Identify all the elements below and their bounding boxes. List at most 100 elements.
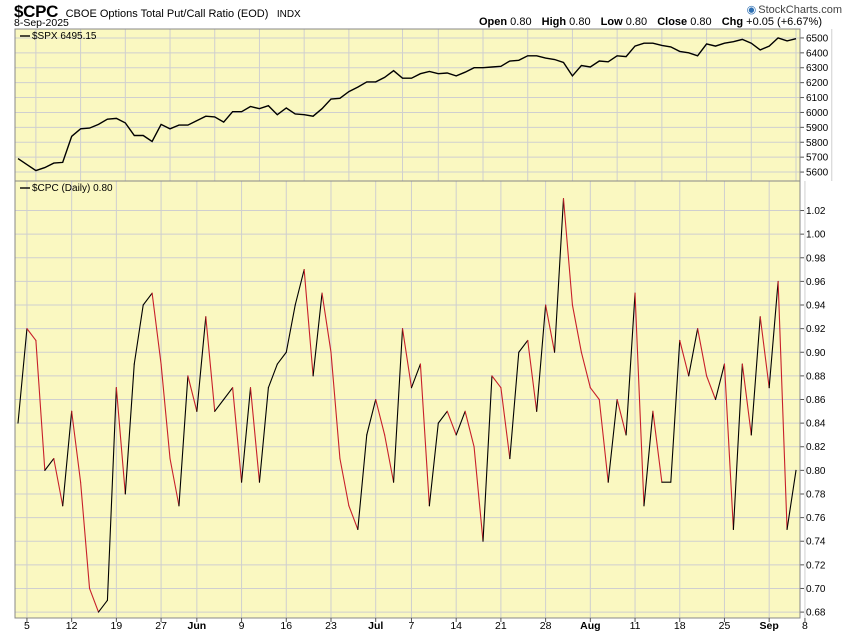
ticker-name: CBOE Options Total Put/Call Ratio (EOD) [65, 8, 269, 20]
cpc-segment [446, 410, 457, 436]
cpc-legend-label: $CPC (Daily) 0.80 [32, 183, 113, 194]
exchange-label: INDX [276, 9, 301, 20]
x-tick-label: Jul [368, 620, 383, 632]
cpc-segment [670, 339, 681, 483]
x-tick-label: 11 [630, 620, 641, 632]
cpc-segment [321, 292, 332, 353]
y-tick-label: 5700 [806, 153, 829, 164]
cpc-segment [786, 469, 797, 530]
cpc-segment [571, 304, 582, 353]
cpc-segment [223, 387, 234, 401]
ticker-symbol: $CPC [14, 2, 59, 21]
chg-label: Chg [721, 16, 744, 28]
plot-background-spx [15, 29, 800, 181]
cpc-segment [759, 316, 770, 389]
cpc-segment [419, 363, 430, 507]
cpc-segment [625, 292, 636, 436]
cpc-segment [330, 351, 341, 460]
cpc-segment [312, 292, 323, 377]
y-tick-label: 0.86 [806, 395, 826, 406]
cpc-segment [303, 269, 314, 377]
y-tick-label: 0.70 [806, 584, 826, 595]
cpc-segment [598, 398, 609, 483]
y-tick-label: 0.80 [806, 466, 826, 477]
y-tick-label: 0.98 [806, 253, 826, 264]
x-tick-label: Jun [188, 620, 207, 632]
cpc-segment [26, 328, 37, 341]
cpc-segment [44, 458, 55, 471]
x-tick-label: 16 [280, 620, 292, 632]
cpc-segment [366, 398, 377, 436]
y-tick-label: 0.92 [806, 324, 826, 335]
cpc-series [17, 198, 797, 613]
y-tick-label: 1.00 [806, 230, 826, 241]
cpc-segment [232, 387, 243, 483]
chart-title: $CPC CBOE Options Total Put/Call Ratio (… [14, 2, 301, 22]
cpc-segment [482, 375, 493, 542]
cpc-segment [750, 316, 761, 436]
y-tick-label: 6400 [806, 48, 829, 59]
cpc-segment [732, 363, 743, 530]
cpc-segment [169, 458, 180, 507]
x-tick-label: 23 [325, 620, 337, 632]
cpc-segment [17, 328, 28, 424]
cpc-segment [214, 398, 225, 412]
y-tick-label: 6000 [806, 108, 829, 119]
cpc-segment [151, 292, 162, 365]
cpc-segment [643, 410, 654, 507]
x-tick-label: 14 [450, 620, 462, 632]
cpc-segment [205, 316, 216, 412]
x-tick-label: 12 [66, 620, 78, 632]
x-tick-label: 18 [674, 620, 686, 632]
x-tick-label: 28 [540, 620, 552, 632]
cpc-panel-border [14, 180, 801, 619]
high-value: 0.80 [569, 16, 591, 28]
cpc-segment [455, 410, 466, 436]
cpc-segment [285, 304, 296, 353]
chg-value: +0.05 (+6.67%) [746, 16, 822, 28]
cpc-segment [241, 387, 252, 483]
low-value: 0.80 [625, 16, 648, 28]
y-tick-label: 0.76 [806, 513, 826, 524]
cpc-segment [401, 328, 413, 389]
cpc-segment [589, 387, 600, 401]
x-tick-label: Aug [580, 620, 600, 632]
cpc-segment [88, 587, 100, 613]
close-value: 0.80 [690, 16, 712, 28]
spx-series-line [17, 37, 797, 172]
y-tick-label: 1.02 [806, 206, 826, 217]
cpc-segment [688, 328, 699, 377]
cpc-segment [393, 328, 404, 483]
cpc-segment [428, 422, 439, 507]
y-tick-label: 5600 [806, 168, 829, 179]
cpc-segment [545, 304, 556, 353]
cpc-segment [276, 351, 287, 365]
cpc-segment [616, 398, 627, 436]
cpc-segment [187, 375, 198, 412]
cpc-segment [607, 398, 618, 483]
cpc-segment [357, 434, 368, 530]
y-tick-label: 0.88 [806, 371, 826, 382]
cpc-segment [294, 269, 305, 306]
cpc-segment [509, 351, 520, 460]
y-tick-label: 6200 [806, 78, 829, 89]
cpc-segment [491, 375, 502, 389]
y-tick-label: 0.68 [806, 608, 826, 619]
x-tick-label: 8 [802, 620, 808, 632]
cpc-segment [71, 410, 82, 483]
y-tick-label: 0.72 [806, 560, 826, 571]
cpc-segment [410, 363, 421, 389]
x-tick-label: 27 [155, 620, 167, 632]
y-tick-label: 0.74 [806, 537, 826, 548]
x-tick-label: 19 [111, 620, 123, 632]
x-tick-label: 25 [719, 620, 731, 632]
cpc-segment [267, 363, 278, 389]
x-tick-label: 21 [495, 620, 507, 632]
logo-icon: ◉ [746, 4, 757, 16]
y-tick-label: 6500 [806, 33, 829, 44]
cpc-segment [249, 387, 260, 483]
cpc-segment [437, 410, 448, 424]
cpc-segment [723, 363, 734, 530]
spx-legend-label: $SPX 6495.15 [32, 31, 97, 42]
